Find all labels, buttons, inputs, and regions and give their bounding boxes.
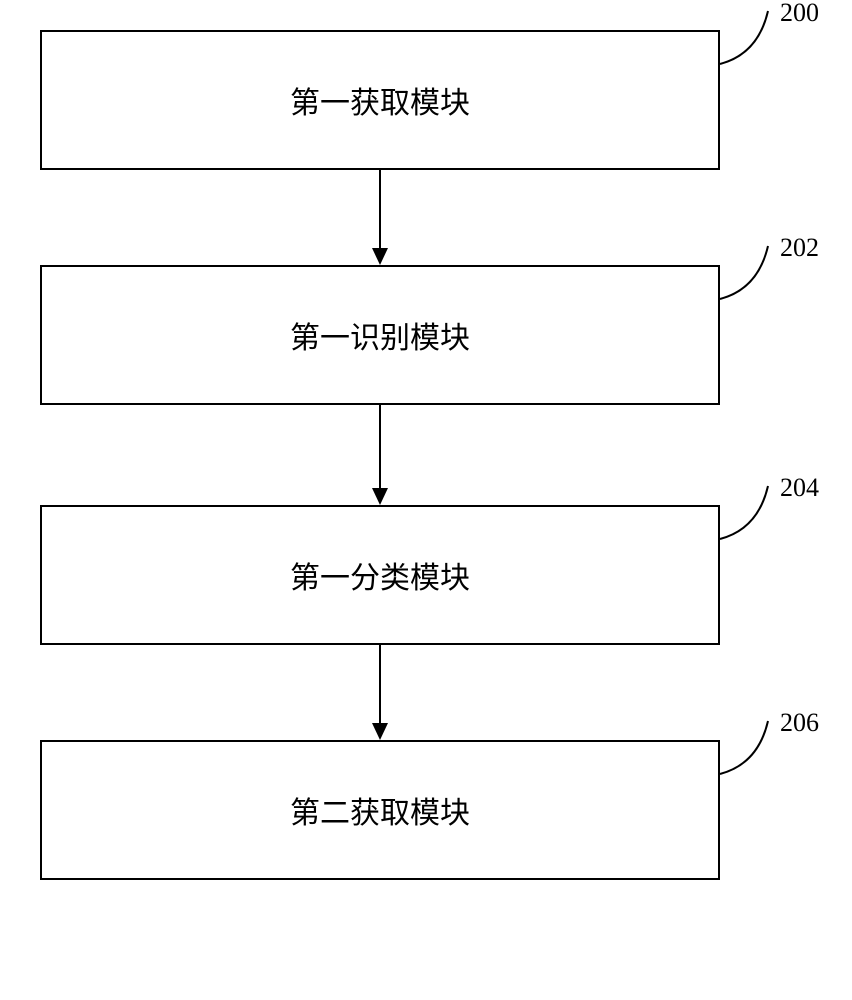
arrow-down-icon xyxy=(366,645,394,740)
node-label: 202 xyxy=(780,233,819,263)
leader-line-icon xyxy=(718,481,778,541)
node-label: 200 xyxy=(780,0,819,28)
leader-line-icon xyxy=(718,6,778,66)
flowchart-arrow xyxy=(40,645,720,740)
leader-line-icon xyxy=(718,716,778,776)
node-label: 204 xyxy=(780,473,819,503)
arrow-down-icon xyxy=(366,170,394,265)
flowchart-node: 第一识别模块 202 xyxy=(40,265,810,405)
node-box-3: 第二获取模块 xyxy=(40,740,720,880)
node-box-2: 第一分类模块 xyxy=(40,505,720,645)
flowchart-container: 第一获取模块 200 第一识别模块 202 第一分类模块 xyxy=(40,30,810,880)
flowchart-arrow xyxy=(40,405,720,505)
flowchart-node: 第一分类模块 204 xyxy=(40,505,810,645)
node-box-0: 第一获取模块 xyxy=(40,30,720,170)
node-label: 206 xyxy=(780,708,819,738)
flowchart-arrow xyxy=(40,170,720,265)
node-text: 第一获取模块 xyxy=(290,78,470,122)
node-text: 第一分类模块 xyxy=(290,553,470,597)
flowchart-node: 第二获取模块 206 xyxy=(40,740,810,880)
arrow-down-icon xyxy=(366,405,394,505)
flowchart-node: 第一获取模块 200 xyxy=(40,30,810,170)
leader-line-icon xyxy=(718,241,778,301)
node-box-1: 第一识别模块 xyxy=(40,265,720,405)
node-text: 第一识别模块 xyxy=(290,313,470,357)
node-text: 第二获取模块 xyxy=(290,788,470,832)
